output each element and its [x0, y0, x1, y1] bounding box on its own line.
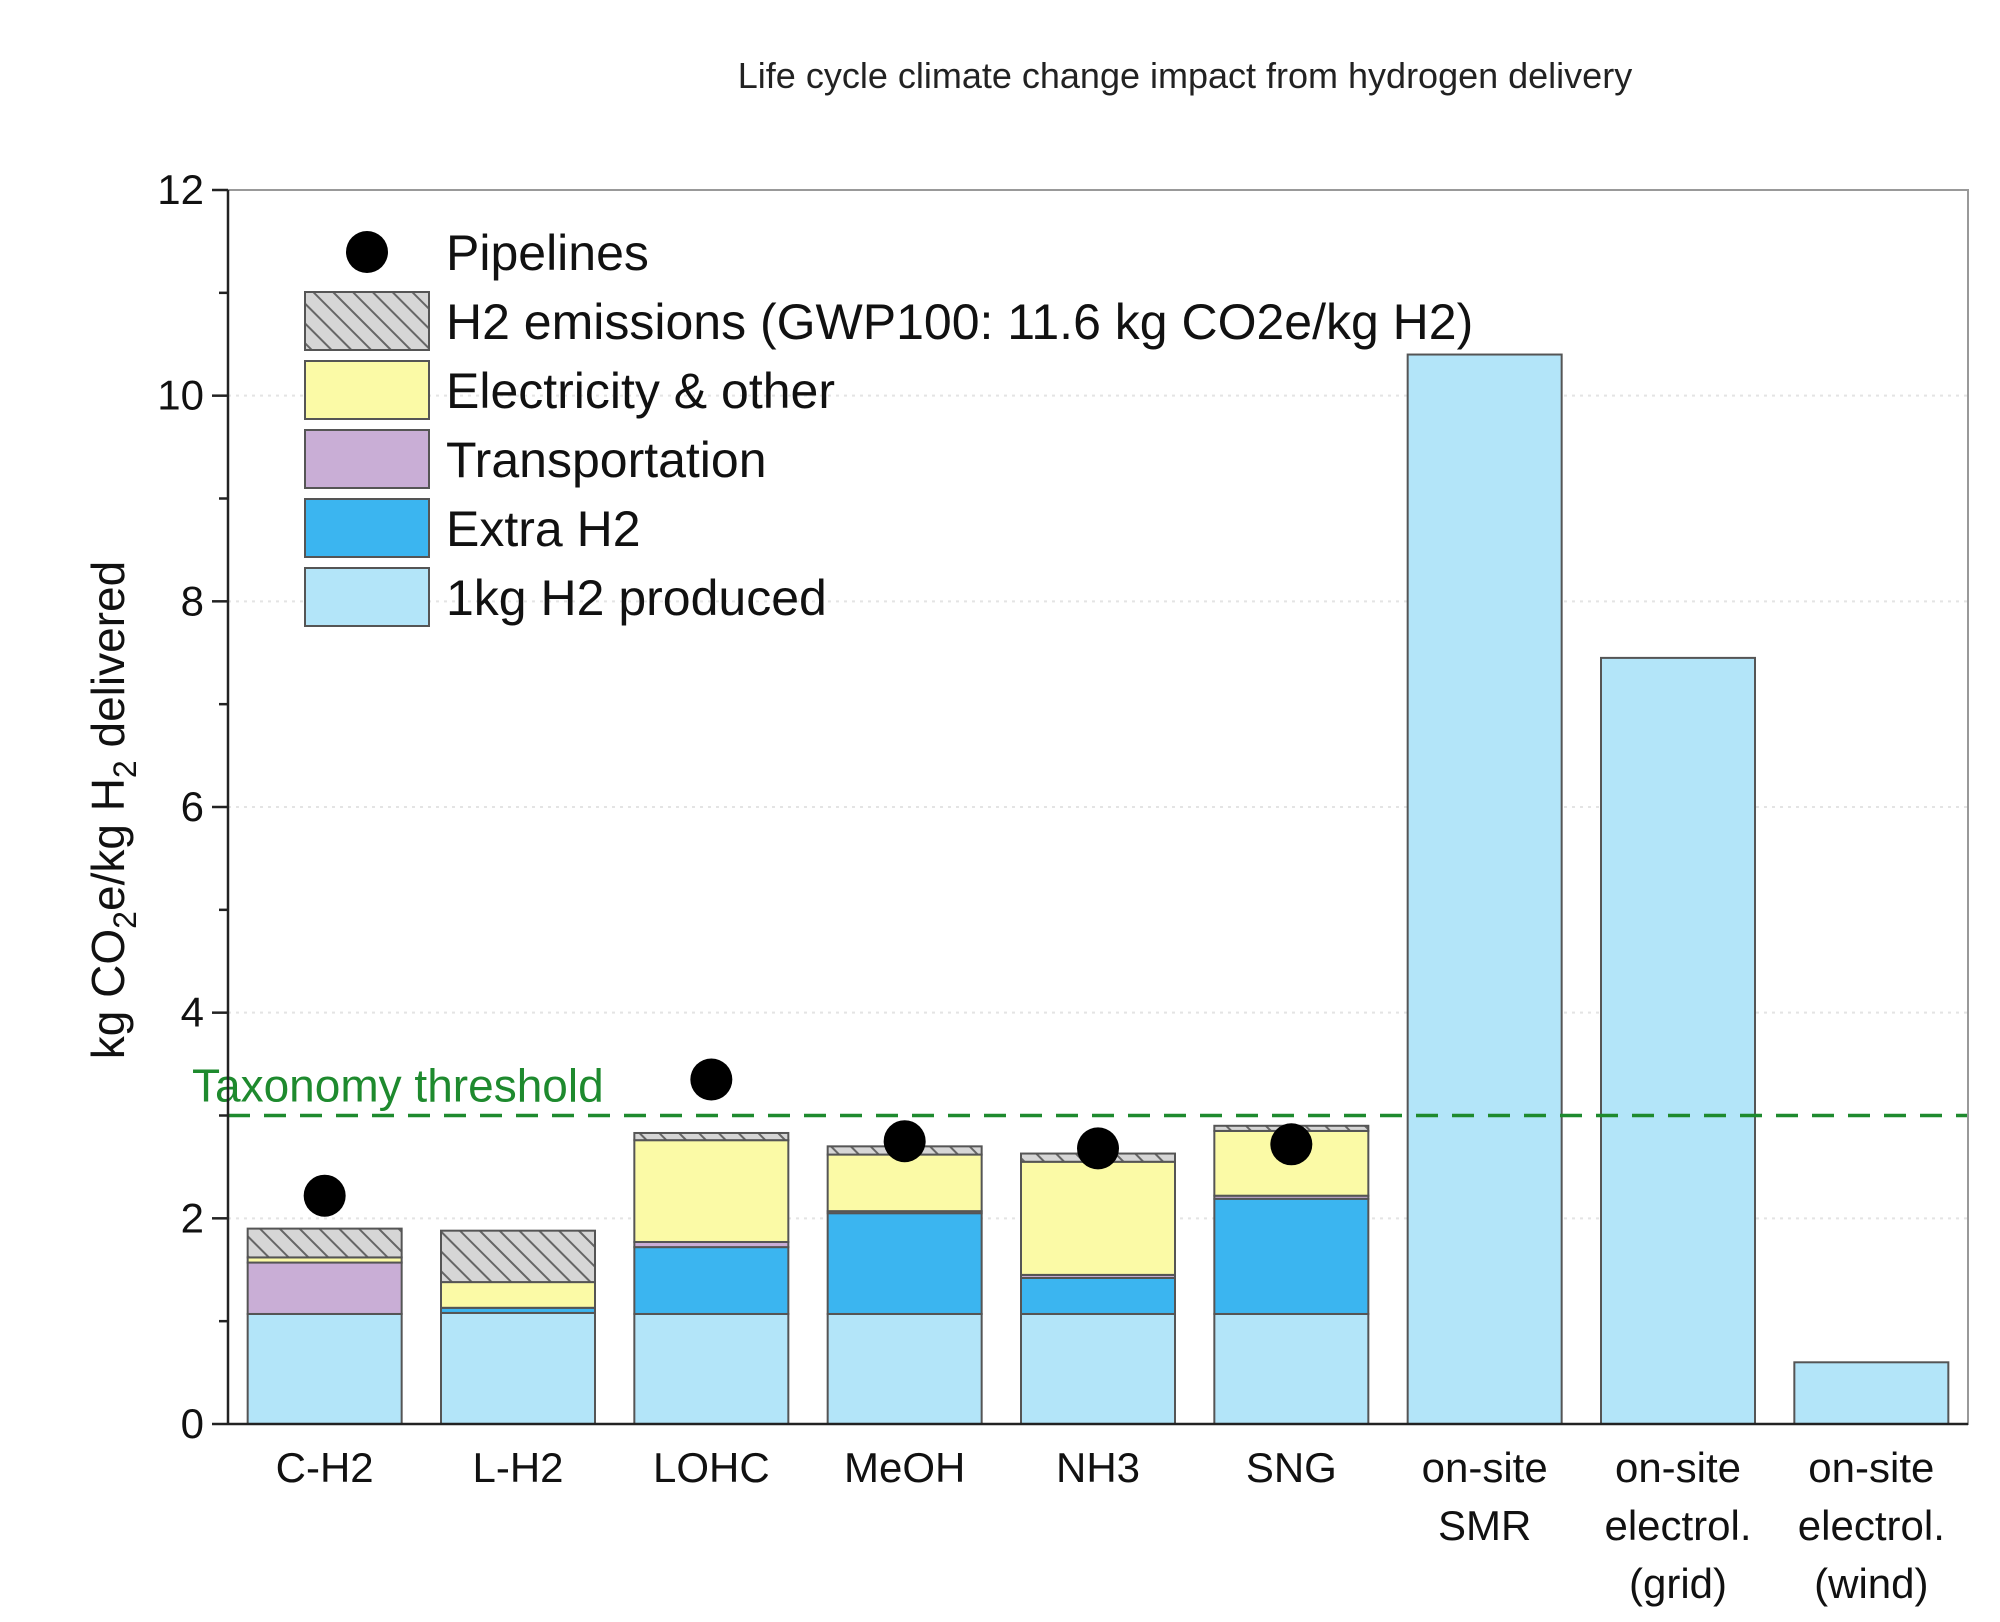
- legend-swatch-h2-emissions-gwp100-11-6-kg-co2e-kg-h2: [304, 291, 430, 351]
- pipeline-marker-lohc: [690, 1058, 733, 1101]
- x-label-nh3: NH3: [1056, 1444, 1140, 1491]
- pipeline-marker-sng: [1270, 1123, 1313, 1166]
- legend-label-h2-emissions-gwp100-11-6-kg-co2e-kg-h2: H2 emissions (GWP100: 11.6 kg CO2e/kg H2…: [446, 294, 1473, 350]
- x-label-on-site-electrol-grid: on-site electrol. (grid): [1604, 1444, 1751, 1607]
- x-label-c-h2: C-H2: [276, 1444, 374, 1491]
- legend-swatch-extra-h2: [304, 498, 430, 558]
- legend-swatch-transportation: [304, 429, 430, 489]
- legend-item-h2-emissions-gwp100-11-6-kg-co2e-kg-h2: H2 emissions (GWP100: 11.6 kg CO2e/kg H2…: [304, 291, 1473, 351]
- x-label-sng: SNG: [1246, 1444, 1337, 1491]
- chart-title: Life cycle climate change impact from hy…: [738, 55, 1632, 96]
- bar-on-site-electrol-wind-1kg-h2-produced: [1793, 1361, 1950, 1426]
- legend-label-transportation: Transportation: [446, 432, 767, 488]
- y-axis-label: kg CO2e/kg H2 delivered: [82, 561, 143, 1059]
- x-label-lohc: LOHC: [653, 1444, 770, 1491]
- legend-swatch-1kg-h2-produced: [304, 567, 430, 627]
- bar-nh3-1kg-h2-produced: [1020, 1312, 1176, 1426]
- legend: Pipelines H2 emissions (GWP100: 11.6 kg C…: [304, 225, 1473, 627]
- pipeline-marker-c-h2: [303, 1174, 346, 1217]
- x-category-labels: C-H2 L-H2 LOHC MeOH NH3 SNG on-site SMR on-site e…: [276, 1444, 1945, 1607]
- threshold-label: Taxonomy threshold: [192, 1060, 604, 1112]
- legend-swatch-pipelines: [346, 231, 388, 273]
- bar-nh3-extra-h2: [1020, 1276, 1176, 1315]
- y-tick-label-12: 12: [157, 166, 204, 213]
- bar-l-h2-h2-emissions-gwp100-11-6-kg-co2e-kg-h2: [440, 1229, 596, 1284]
- bar-meoh-extra-h2: [826, 1212, 983, 1315]
- bar-c-h2-h2-emissions-gwp100-11-6-kg-co2e-kg-h2: [246, 1227, 403, 1259]
- bar-c-h2-1kg-h2-produced: [246, 1312, 403, 1426]
- bar-sng-extra-h2: [1213, 1197, 1370, 1315]
- legend-item-transportation: Transportation: [304, 429, 767, 489]
- legend-item-pipelines: Pipelines: [346, 225, 649, 281]
- y-tick-labels: 0 2 4 6 8 10 12: [157, 166, 204, 1447]
- y-tick-label-10: 10: [157, 372, 204, 419]
- bar-lohc-electricity-other: [633, 1139, 790, 1243]
- bar-nh3-electricity-other: [1020, 1160, 1176, 1276]
- bar-on-site-electrol-grid-1kg-h2-produced: [1600, 656, 1756, 1425]
- pipeline-marker-nh3: [1077, 1127, 1119, 1170]
- threshold-group: Taxonomy threshold: [192, 1060, 1968, 1118]
- bar-meoh-electricity-other: [826, 1153, 983, 1213]
- x-label-l-h2: L-H2: [472, 1444, 563, 1491]
- bar-l-h2-electricity-other: [440, 1281, 596, 1309]
- bar-sng-1kg-h2-produced: [1213, 1312, 1370, 1426]
- axes: [212, 188, 1969, 1426]
- bar-c-h2-transportation: [246, 1261, 403, 1315]
- legend-label-1kg-h2-produced: 1kg H2 produced: [446, 570, 827, 626]
- legend-item-electricity-other: Electricity & other: [304, 360, 835, 420]
- legend-label-extra-h2: Extra H2: [446, 501, 641, 557]
- bar-lohc-extra-h2: [633, 1246, 790, 1315]
- legend-label-electricity-other: Electricity & other: [446, 363, 835, 419]
- legend-item-1kg-h2-produced: 1kg H2 produced: [304, 567, 827, 627]
- bar-lohc-h2-emissions-gwp100-11-6-kg-co2e-kg-h2: [633, 1131, 790, 1142]
- legend-item-extra-h2: Extra H2: [304, 498, 641, 558]
- x-label-on-site-smr: on-site SMR: [1422, 1444, 1548, 1549]
- y-tick-label-6: 6: [181, 783, 204, 830]
- y-tick-label-0: 0: [181, 1400, 204, 1447]
- bars: [246, 353, 1950, 1426]
- legend-swatch-electricity-other: [304, 360, 430, 420]
- bar-on-site-smr-1kg-h2-produced: [1406, 353, 1563, 1425]
- legend-label-pipelines: Pipelines: [446, 225, 649, 281]
- bar-meoh-1kg-h2-produced: [826, 1312, 983, 1426]
- x-label-on-site-electrol-wind: on-site electrol. (wind): [1798, 1444, 1945, 1607]
- y-tick-label-4: 4: [181, 989, 204, 1036]
- pipeline-marker-meoh: [883, 1120, 926, 1163]
- y-tick-label-2: 2: [181, 1194, 204, 1241]
- pipeline-markers: [303, 1058, 1313, 1217]
- bar-l-h2-1kg-h2-produced: [440, 1311, 596, 1425]
- x-label-meoh: MeOH: [844, 1444, 965, 1491]
- bar-lohc-1kg-h2-produced: [633, 1312, 790, 1426]
- y-tick-label-8: 8: [181, 577, 204, 624]
